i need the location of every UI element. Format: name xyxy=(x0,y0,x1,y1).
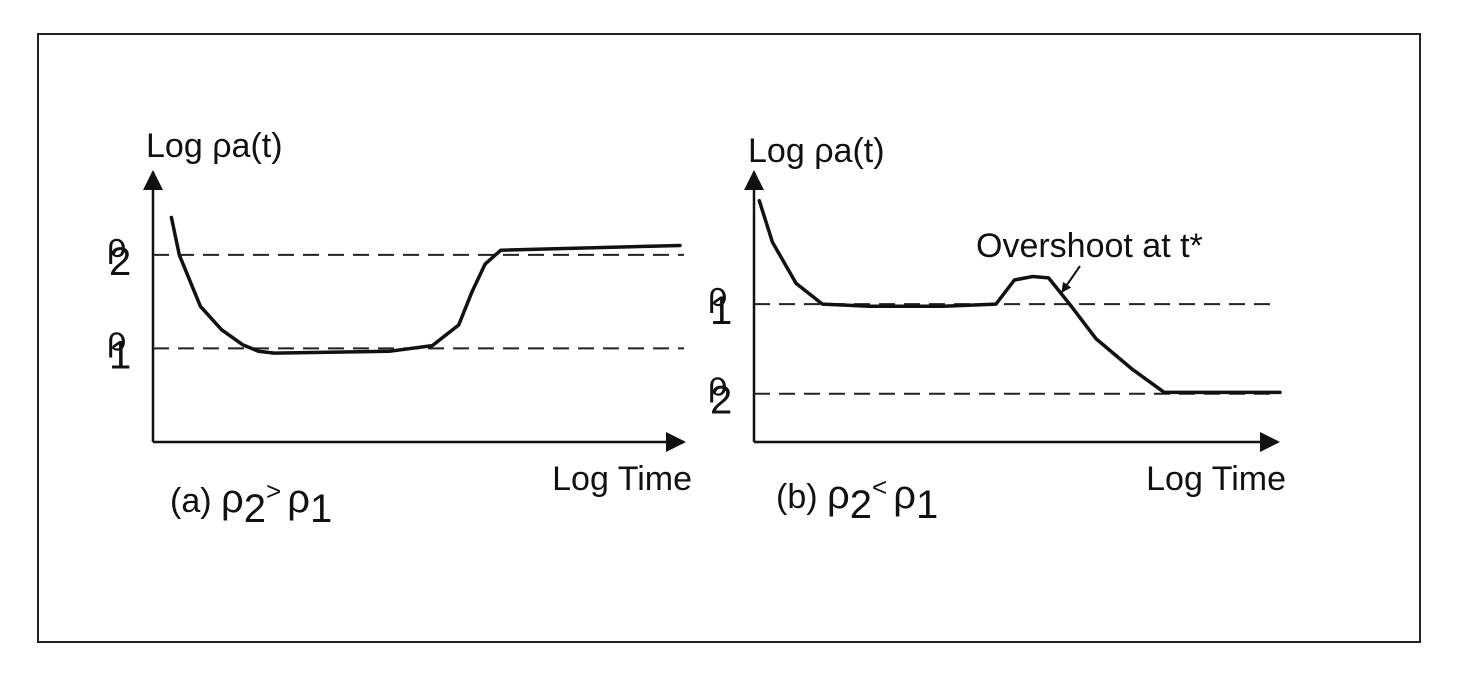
panel-a-tick-label-0: ρ2 xyxy=(107,227,131,284)
panel-b-ylabel: Log ρa(t) xyxy=(748,132,885,170)
annotation-arrow xyxy=(1061,265,1081,293)
figure-frame xyxy=(37,33,1421,643)
panel-b-caption: (b) ρ2< ρ1 xyxy=(776,472,938,527)
panel-b-tick-label-0: ρ1 xyxy=(708,276,732,333)
panel-a-tick-label-1: ρ1 xyxy=(107,320,131,377)
panel-b-tick-label-1: ρ2 xyxy=(708,366,732,423)
panel-a: Log ρa(t) Log Time ρ2 ρ1 (a) ρ2> ρ1 xyxy=(107,127,692,531)
panel-a-xlabel: Log Time xyxy=(552,460,692,498)
panel-a-series-line xyxy=(169,215,682,355)
panel-b-annotation: Overshoot at t* xyxy=(976,227,1203,265)
panel-b-series-line xyxy=(757,198,1282,395)
panel-a-caption: (a) ρ2> ρ1 xyxy=(170,476,332,531)
panel-b-xlabel: Log Time xyxy=(1146,460,1286,498)
panel-a-ylabel: Log ρa(t) xyxy=(146,127,283,165)
